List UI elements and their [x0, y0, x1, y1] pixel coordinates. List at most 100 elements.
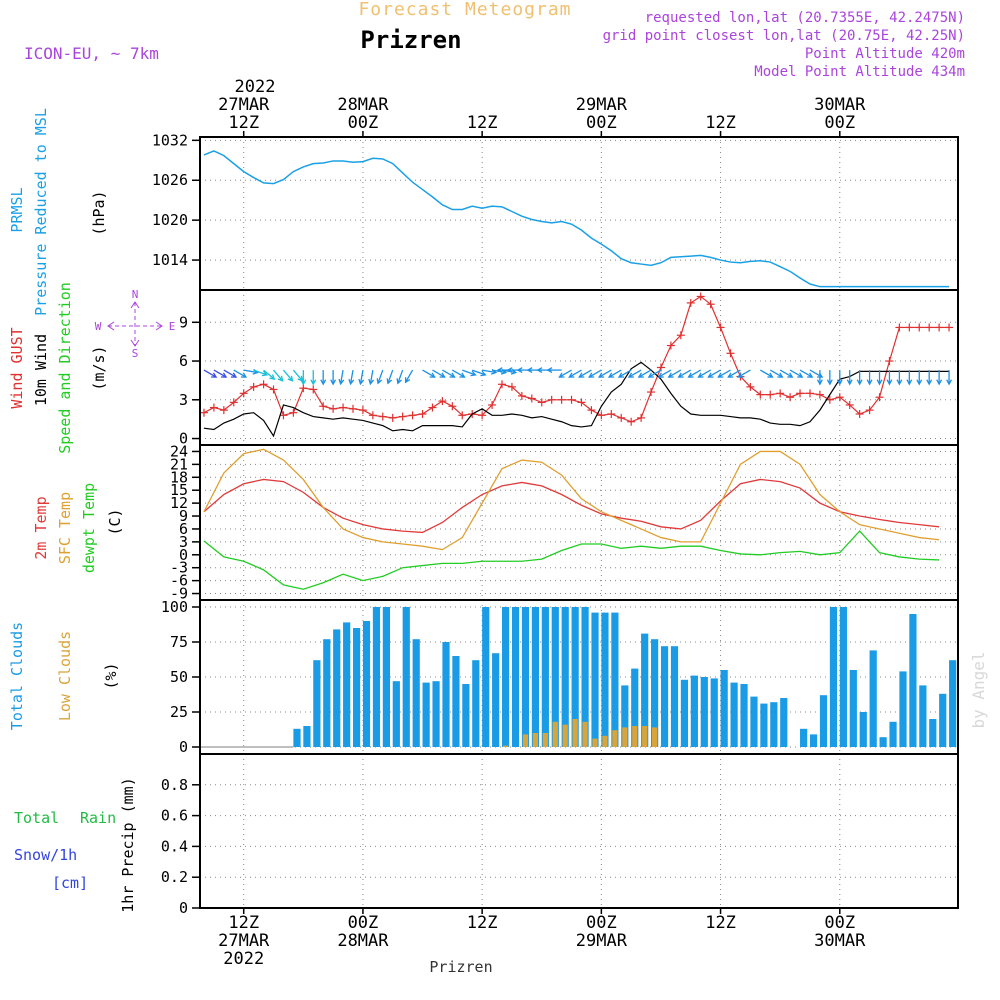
wind-arrowhead [677, 372, 684, 378]
total-clouds-bar [889, 721, 897, 747]
wind-direction-arrow [658, 369, 672, 378]
wind-compass: N S W E [95, 288, 176, 360]
wind-direction-arrow [779, 369, 793, 378]
wind-arrowhead [597, 372, 605, 378]
precip-axis-titles: Total Rain Snow/1h [cm] 1hr Precip (mm) [14, 777, 137, 912]
total-clouds-bar [869, 650, 877, 747]
wind-direction-arrow [377, 369, 384, 384]
top-year-label: 2022 [235, 77, 276, 97]
total-clouds-bar [750, 696, 758, 747]
top-hour-label: 00Z [824, 113, 855, 133]
wind-arrowhead [807, 372, 814, 378]
low-clouds-bar [582, 721, 588, 747]
pressure-title-line2: Pressure Reduced to MSL [32, 108, 50, 316]
compass-south: S [132, 347, 139, 360]
wind-title-line3: Speed and Direction [56, 282, 74, 454]
y-tick-label: 0 [179, 738, 188, 756]
wind-arrowhead [310, 379, 317, 386]
total-clouds-bar [770, 702, 778, 747]
top-hour-label: 00Z [586, 113, 617, 133]
total-clouds-bar [372, 607, 381, 747]
low-clouds-bar [642, 726, 648, 747]
wind-arrowhead [358, 378, 365, 386]
model-label: ICON-EU, ~ 7km [24, 44, 159, 63]
watermark: by Angel [969, 651, 988, 728]
wind-arrowhead [404, 377, 411, 384]
total-clouds-bar [651, 639, 659, 747]
total-clouds-bar [631, 668, 639, 747]
bottom-hour-label: 12Z [705, 913, 736, 933]
wind-arrowhead [348, 378, 355, 386]
total-clouds-bar [690, 675, 698, 747]
total-clouds-bar [859, 712, 867, 747]
pressure-unit: (hPa) [90, 190, 108, 235]
wind-arrowhead [916, 379, 923, 386]
y-tick-label: 1014 [152, 251, 188, 269]
temp-title-line3: dewpt Temp [80, 483, 98, 573]
total-clouds-bar [611, 612, 619, 747]
wind-direction-arrow [698, 369, 711, 378]
wind-arrowhead [777, 372, 784, 378]
precip-label-rain: Rain [80, 809, 116, 827]
bottom-hour-label: 00Z [824, 913, 855, 933]
total-clouds-bar [621, 685, 629, 747]
total-clouds-bar [511, 607, 520, 747]
wind-arrowhead [647, 372, 654, 378]
wind-direction-arrow [432, 369, 445, 378]
low-clouds-bar [602, 735, 608, 747]
temperature-axis-titles: 2m Temp SFC Temp dewpt Temp (C) [32, 483, 124, 573]
wind-direction-arrow [482, 369, 497, 374]
wind-direction-arrow [359, 369, 364, 384]
total-clouds-bar [333, 629, 341, 747]
y-tick-label: 3 [179, 533, 188, 551]
wind-direction-arrow [292, 369, 303, 382]
wind-arrowhead [617, 372, 625, 378]
total-clouds-bar [442, 642, 450, 747]
bottom-date-label: 28MAR [337, 931, 389, 951]
wind-arrowhead [287, 375, 294, 382]
compass-south-arrowhead [130, 339, 140, 347]
wind-direction-arrow [769, 369, 783, 378]
wind-direction-arrow [223, 369, 237, 378]
wind-arrowhead [211, 372, 218, 378]
panel-border [199, 753, 959, 909]
top-date-label: 29MAR [576, 95, 628, 115]
total-clouds-bar [452, 656, 460, 747]
total-clouds-bar [670, 646, 679, 747]
y-tick-label: 15 [170, 481, 188, 499]
clouds-unit: (%) [102, 662, 120, 689]
wind-arrowhead [588, 372, 595, 378]
total-clouds-bar [660, 646, 669, 747]
y-tick-label: 1026 [152, 171, 188, 189]
top-hour-label: 12Z [467, 113, 498, 133]
wind-arrowhead [338, 378, 345, 386]
wind-direction-arrow [243, 369, 258, 374]
low-clouds-bar [622, 727, 628, 747]
total-clouds-bar [899, 671, 907, 747]
wind-arrowhead [558, 372, 565, 378]
wind-direction-arrow [339, 369, 344, 384]
wind-unit: (m/s) [90, 345, 108, 390]
total-clouds-bar [909, 614, 917, 747]
grid-point-coords: grid point closest lon,lat (20.75E, 42.2… [603, 28, 965, 44]
wind-direction-arrow [638, 369, 652, 378]
low-clouds-bar [592, 738, 598, 747]
total-clouds-bar [939, 693, 947, 747]
wind-arrowhead [449, 372, 456, 378]
wind-arrowhead [896, 379, 903, 386]
wind-gust-line [203, 295, 950, 423]
top-date-label: 30MAR [814, 95, 866, 115]
wind-direction-arrow [422, 369, 435, 378]
precip-unit: 1hr Precip (mm) [119, 777, 137, 912]
wind-arrowhead [526, 367, 533, 374]
wind-arrowhead [936, 379, 943, 386]
wind-direction-arrow [253, 369, 268, 376]
meteogram-title: Forecast Meteogram [358, 0, 571, 20]
wind-arrowhead [536, 367, 543, 374]
bottom-date-label: 30MAR [814, 931, 866, 951]
wind-direction-arrow [263, 369, 275, 380]
